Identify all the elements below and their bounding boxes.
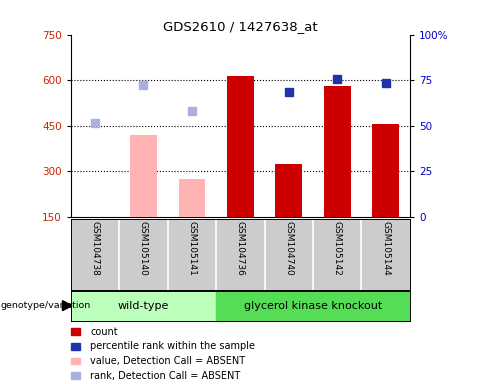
Bar (216, 291, 410, 321)
Text: rank, Detection Call = ABSENT: rank, Detection Call = ABSENT (90, 371, 241, 381)
Bar (179, 179, 205, 217)
Text: count: count (90, 327, 118, 337)
Bar (130, 135, 157, 217)
Text: genotype/variation: genotype/variation (1, 301, 91, 310)
Text: percentile rank within the sample: percentile rank within the sample (90, 341, 255, 351)
Bar (275, 164, 302, 217)
Bar (372, 124, 399, 217)
Text: GSM105140: GSM105140 (139, 221, 148, 276)
Bar (324, 86, 350, 217)
Text: GSM104736: GSM104736 (236, 221, 245, 276)
Text: GSM105141: GSM105141 (187, 221, 196, 276)
Text: GSM104738: GSM104738 (90, 221, 100, 276)
Bar (71, 291, 216, 321)
Text: GSM105144: GSM105144 (381, 221, 390, 276)
Text: GSM104740: GSM104740 (285, 221, 293, 276)
Title: GDS2610 / 1427638_at: GDS2610 / 1427638_at (163, 20, 318, 33)
Text: glycerol kinase knockout: glycerol kinase knockout (244, 301, 382, 311)
Text: value, Detection Call = ABSENT: value, Detection Call = ABSENT (90, 356, 245, 366)
Bar (227, 76, 254, 217)
Text: GSM105142: GSM105142 (333, 221, 342, 276)
Text: wild-type: wild-type (118, 301, 169, 311)
